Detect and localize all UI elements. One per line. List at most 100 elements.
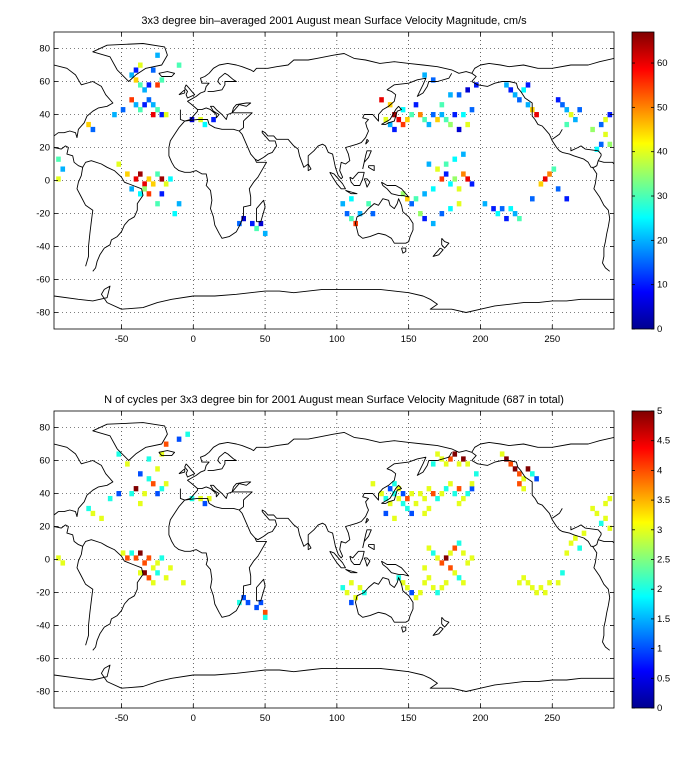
bin-cell — [603, 515, 608, 522]
bin-cell — [439, 102, 445, 108]
bin-cell — [159, 486, 165, 492]
bin-cell — [456, 201, 462, 207]
bin-cell — [568, 540, 574, 546]
bin-cell — [461, 495, 466, 502]
coastline — [432, 247, 444, 257]
bin-cell — [129, 97, 134, 103]
bin-cell — [344, 211, 350, 217]
bin-cell — [495, 211, 501, 217]
bin-cell — [349, 599, 354, 606]
bin-cell — [439, 491, 445, 497]
bin-cell — [422, 580, 427, 586]
bin-cell — [163, 575, 169, 581]
bin-cell — [176, 62, 182, 68]
bin-cell — [564, 196, 570, 202]
bin-cell — [508, 461, 514, 467]
coastline — [158, 71, 176, 77]
bin-cell — [439, 211, 445, 217]
bin-cell — [150, 181, 156, 187]
bin-cell — [159, 176, 165, 182]
coastline — [362, 529, 372, 549]
bin-cell — [405, 196, 410, 202]
bin-cell — [430, 585, 436, 591]
bin-cell — [133, 102, 139, 108]
bin-cell — [426, 545, 432, 551]
colorbar-tick-label: 50 — [657, 102, 668, 113]
coastline — [355, 198, 414, 244]
velocity-x-ticks: -50 0 50 100 150 200 250 — [115, 32, 560, 345]
bin-cell — [405, 585, 410, 591]
bin-cell — [133, 67, 139, 73]
bin-cell — [547, 580, 552, 586]
bin-cell — [353, 594, 358, 601]
velocity-y-ticks: -80 -60 -40 -20 0 20 40 60 80 — [36, 44, 614, 319]
bin-cell — [422, 72, 427, 78]
coastline — [54, 443, 114, 518]
bin-cell — [366, 201, 371, 207]
bin-cell — [400, 500, 406, 507]
x-tick-label: 200 — [473, 713, 489, 724]
bin-cell — [448, 206, 453, 212]
bin-cell — [508, 206, 514, 212]
chart-title-cycles: N of cycles per 3x3 degree bin for 2001 … — [104, 394, 564, 406]
coastline — [592, 167, 611, 272]
bin-cell — [413, 102, 419, 108]
bin-cell — [142, 87, 147, 93]
y-tick-label: 20 — [39, 143, 50, 154]
coastline — [441, 616, 450, 628]
colorbar-tick-label: 3 — [657, 525, 662, 536]
bin-cell — [206, 495, 212, 502]
bin-cell — [176, 436, 182, 442]
bin-cell — [448, 92, 453, 98]
bin-cell — [400, 107, 406, 113]
bin-cell — [245, 599, 251, 606]
bin-cell — [517, 215, 522, 222]
bin-cell — [146, 191, 152, 197]
bin-cell — [456, 461, 462, 467]
coastline — [207, 451, 237, 471]
bin-cell — [439, 112, 445, 118]
y-tick-label: -60 — [36, 654, 50, 665]
bin-cell — [155, 570, 160, 576]
bin-cell — [521, 87, 526, 93]
bin-cell — [262, 609, 268, 616]
chart-title-velocity: 3x3 degree bin–averaged 2001 August mean… — [141, 15, 527, 27]
x-tick-label: -50 — [115, 334, 129, 345]
bin-cell — [146, 555, 152, 561]
bin-cell — [107, 495, 113, 502]
bin-cell — [142, 560, 147, 566]
cycles-bins — [56, 431, 613, 621]
bin-cell — [452, 112, 458, 118]
bin-cell — [56, 176, 61, 182]
bin-cell — [598, 121, 604, 128]
bin-cell — [469, 486, 475, 492]
bin-cell — [418, 590, 423, 596]
bin-cell — [340, 201, 346, 207]
x-tick-label: 50 — [260, 334, 271, 345]
bin-cell — [241, 594, 246, 601]
bin-cell — [258, 599, 264, 606]
bin-cell — [430, 112, 436, 118]
bin-cell — [448, 481, 453, 487]
x-tick-label: 200 — [473, 334, 489, 345]
bin-cell — [349, 580, 354, 586]
coastline — [432, 626, 444, 636]
x-tick-label: 150 — [401, 713, 417, 724]
bin-cell — [409, 510, 414, 517]
bin-cell — [560, 102, 565, 108]
bin-cell — [168, 565, 173, 571]
bin-cell — [258, 220, 264, 227]
bin-cell — [469, 481, 475, 487]
bin-cell — [590, 505, 595, 512]
bin-cell — [138, 82, 143, 88]
bin-cell — [418, 491, 423, 497]
colorbar-tick-label: 0 — [657, 324, 662, 335]
bin-cell — [112, 112, 117, 118]
bin-cell — [603, 116, 608, 123]
x-tick-label: 250 — [544, 713, 560, 724]
bin-cell — [116, 451, 122, 457]
bin-cell — [573, 116, 578, 123]
bin-cell — [439, 560, 445, 566]
x-tick-label: 100 — [329, 713, 345, 724]
